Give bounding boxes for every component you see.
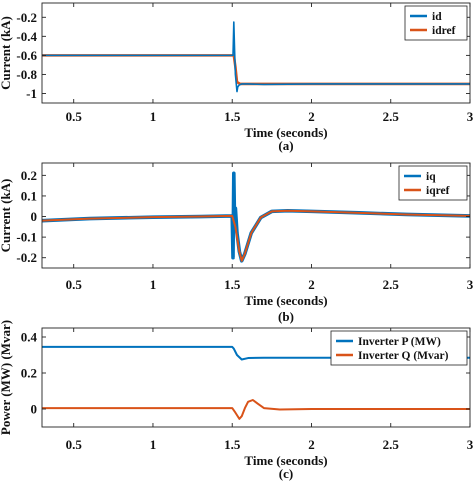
y-tick-label: -0.4 (16, 29, 37, 44)
series-line-id (42, 21, 470, 93)
y-tick-label: 0 (31, 402, 38, 417)
y-axis-label: Current (kA) (0, 179, 13, 253)
x-tick-label: 3 (467, 437, 474, 452)
legend-entry: id (432, 11, 442, 23)
legend-box (398, 165, 468, 201)
series-group (42, 345, 470, 420)
series-line-inverter-q-mvar- (42, 399, 470, 420)
series-group (42, 21, 470, 93)
chart-panel-1: 0.5 1 1.5 2 2.5 3 -0.2 -0.4 -0.6 -0.8 -1 Time (seco… (0, 2, 474, 153)
panel-caption: (c) (279, 466, 293, 481)
x-tick-label: 0.5 (66, 277, 83, 292)
x-axis-label: Time (seconds) (244, 453, 327, 468)
y-tick-label: -0.2 (16, 250, 37, 265)
chart-panel-2: 0.5 1 1.5 2 2.5 3 0.2 0.1 0 -0.1 -0.2 Time (seconds… (0, 162, 474, 324)
y-tick-label: -0.2 (16, 10, 37, 25)
panel-caption: (b) (278, 309, 294, 324)
legend: Inverter P (MW) Inverter Q (Mvar) (330, 330, 468, 366)
y-tick-label: 0.2 (21, 366, 37, 381)
x-axis-label: Time (seconds) (244, 125, 327, 140)
x-tick-label: 1 (150, 277, 157, 292)
x-tick-label: 2.5 (383, 437, 400, 452)
x-tick-label: 2.5 (383, 109, 400, 124)
series-line-idref (42, 54, 470, 86)
series-group (42, 171, 470, 263)
legend-entry: idref (432, 25, 456, 37)
y-axis-label: Power (MW) (Mvar) (0, 320, 13, 435)
x-tick-label: 3 (467, 277, 474, 292)
y-tick-label: 0.1 (21, 188, 37, 203)
y-tick-label: -0.6 (16, 48, 37, 63)
y-tick-label: 0.2 (21, 168, 37, 183)
x-tick-label: 1.5 (224, 109, 241, 124)
y-tick-label: 0.4 (21, 330, 38, 345)
legend-entry: iqref (426, 185, 450, 197)
x-tick-label: 2 (308, 277, 315, 292)
x-tick-label: 3 (467, 109, 474, 124)
x-tick-label: 2 (308, 437, 315, 452)
series-line-iqref (42, 209, 470, 262)
x-tick-label: 2 (308, 109, 315, 124)
x-tick-label: 1.5 (224, 437, 241, 452)
chart-panel-3: 0.5 1 1.5 2 2.5 3 0.4 0.2 0 Time (seconds) Power (… (0, 320, 474, 481)
y-tick-label: 0 (31, 209, 38, 224)
x-tick-label: 1 (150, 109, 157, 124)
x-tick-label: 0.5 (66, 109, 83, 124)
legend-box (404, 5, 468, 41)
x-tick-label: 0.5 (66, 437, 83, 452)
legend: iq iqref (398, 165, 468, 201)
y-tick-label: -1 (26, 86, 37, 101)
y-tick-label: -0.8 (16, 67, 37, 82)
legend-entry: Inverter Q (Mvar) (358, 350, 449, 362)
y-axis-label: Current (kA) (0, 16, 13, 90)
x-tick-label: 1.5 (224, 277, 241, 292)
x-tick-label: 1 (150, 437, 157, 452)
plot-frame (41, 162, 471, 269)
legend-entry: iq (426, 171, 436, 183)
y-tick-label: -0.1 (16, 230, 37, 245)
x-axis-label: Time (seconds) (244, 293, 327, 308)
x-tick-label: 2.5 (383, 277, 400, 292)
legend-entry: Inverter P (MW) (358, 336, 441, 348)
legend-box (330, 330, 468, 366)
plot-frame (41, 327, 471, 428)
legend: id idref (404, 5, 468, 41)
panel-caption: (a) (278, 138, 293, 153)
plot-frame (41, 2, 471, 104)
series-line-inverter-p-mw- (42, 345, 470, 361)
